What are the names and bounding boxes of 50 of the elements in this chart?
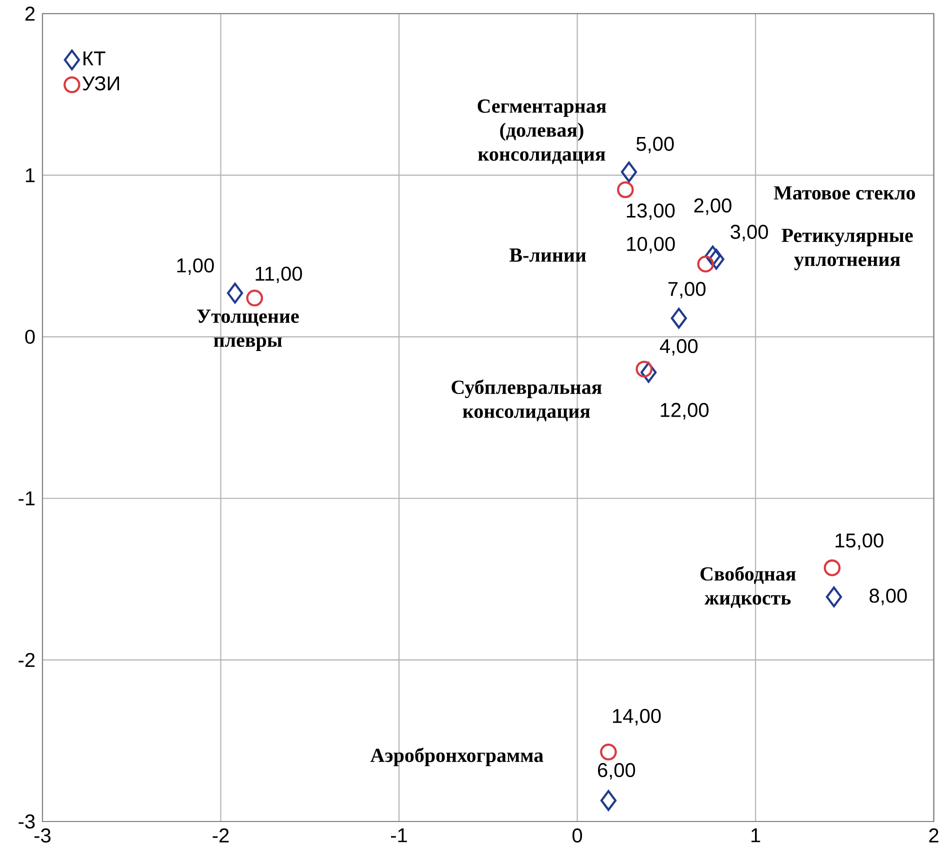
point (670, 308, 687, 328)
y-tick-label: -3 (18, 814, 35, 828)
annotation: 3,00 (730, 224, 768, 242)
point (704, 245, 721, 266)
annotation: Утолщение плевры (197, 310, 299, 351)
x-tick-label: -2 (212, 828, 229, 842)
annotation: 1,00 (177, 258, 214, 275)
annotation: 10,00 (627, 236, 675, 254)
point (246, 289, 264, 306)
annotation: Аэробронхограмма (370, 747, 544, 766)
y-tick-label: 1 (26, 168, 35, 182)
point (620, 161, 638, 182)
y-tick-label: -1 (18, 491, 35, 506)
annotation: 14,00 (613, 708, 661, 726)
x-tick-label: 0 (572, 828, 582, 842)
annotation: Субплевральная консолидация (452, 379, 602, 422)
annotation: 13,00 (626, 203, 675, 220)
annotation: В-линии (510, 248, 586, 262)
annotation: Свободная жидкость (700, 566, 796, 608)
point (708, 248, 724, 270)
x-tick-label: 2 (929, 828, 938, 842)
annotation: 11,00 (256, 266, 302, 283)
annotation: 7,00 (668, 282, 706, 298)
annotation: Матовое стекло (774, 186, 916, 200)
annotation: Ретикулярные уплотнения (782, 228, 913, 270)
point (600, 790, 617, 811)
legend-label: УЗИ (82, 76, 119, 90)
annotation: 8,00 (870, 588, 907, 606)
point (824, 559, 841, 576)
point (226, 282, 244, 304)
point (636, 360, 653, 378)
legend-label: КТ (84, 51, 106, 66)
y-tick-label: -2 (18, 652, 35, 667)
annotation: 12,00 (660, 402, 709, 420)
annotation: 6,00 (598, 762, 636, 780)
y-tick-label: 0 (25, 330, 35, 344)
point (826, 586, 842, 608)
annotation: 4,00 (660, 338, 698, 356)
point (600, 743, 617, 760)
x-tick-label: -3 (34, 828, 51, 842)
point (697, 256, 714, 272)
annotation: Сегментарная (долевая) консолидация (478, 99, 606, 164)
point (616, 181, 634, 198)
x-tick-label: 1 (751, 828, 760, 842)
x-tick-label: -1 (390, 828, 407, 842)
y-tick-label: 2 (25, 6, 35, 20)
annotation: 2,00 (694, 198, 732, 215)
point (640, 362, 657, 383)
annotation: 5,00 (636, 136, 674, 154)
annotation: 15,00 (836, 533, 884, 550)
